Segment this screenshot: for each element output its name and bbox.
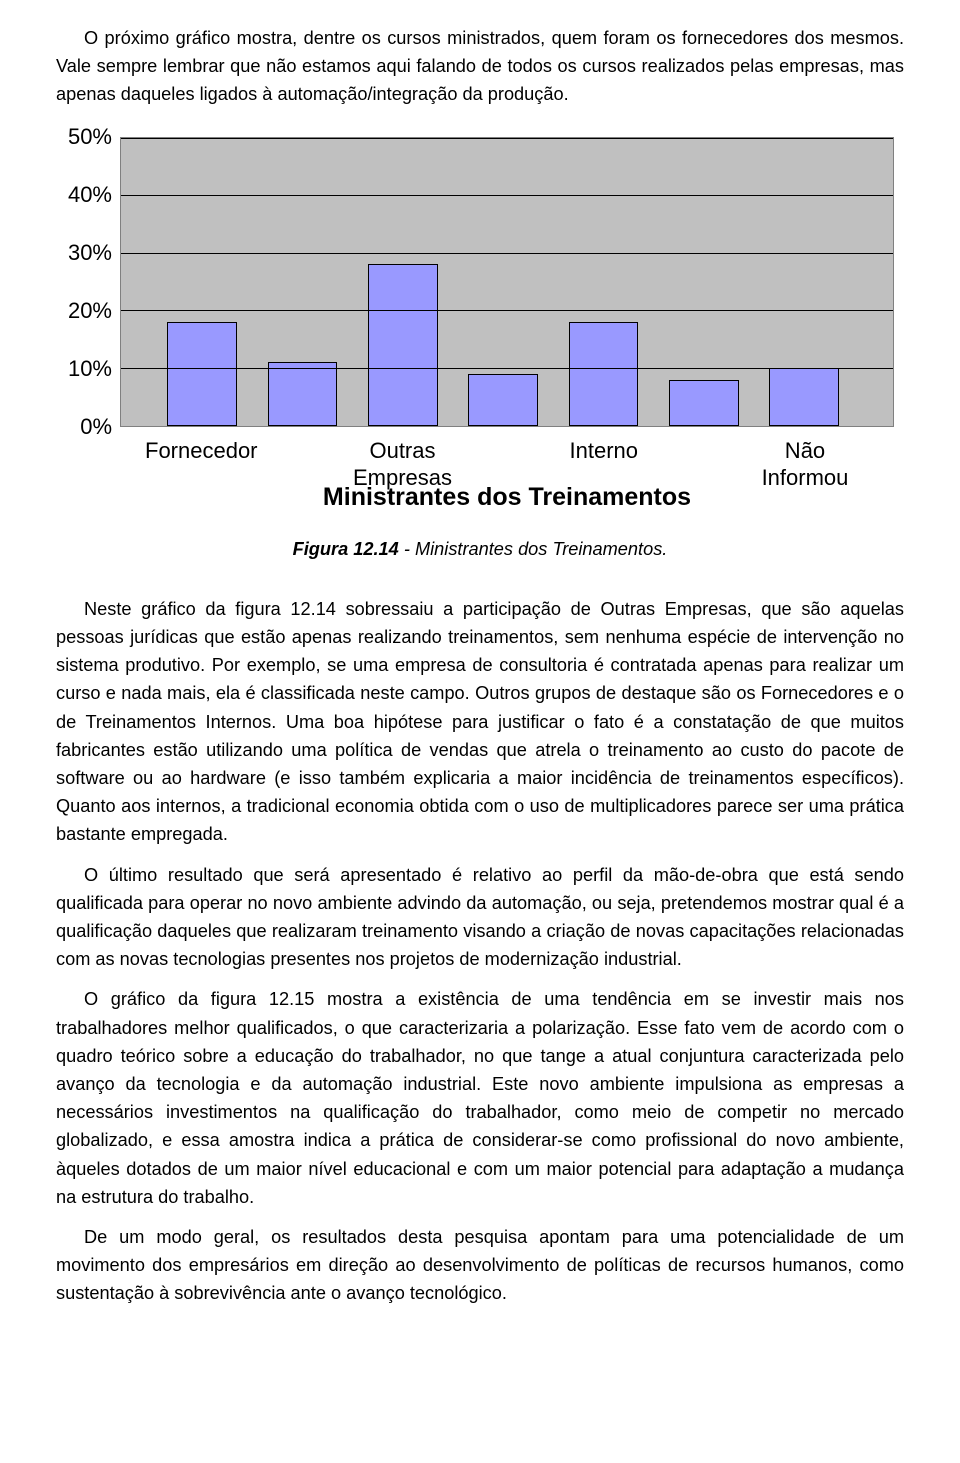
intro-paragraph: O próximo gráfico mostra, dentre os curs… <box>56 24 904 109</box>
gridline <box>121 310 893 311</box>
bar <box>167 322 236 426</box>
y-tick-label: 10% <box>56 352 112 386</box>
gridline <box>121 195 893 196</box>
bar-chart: FornecedorOutras EmpresasInternoNão Info… <box>56 137 904 517</box>
figure-sep: - <box>399 539 415 559</box>
figure-label: Figura 12.14 <box>293 539 399 559</box>
x-tick-label: Fornecedor <box>145 437 258 465</box>
y-tick-label: 40% <box>56 178 112 212</box>
bar <box>669 380 738 426</box>
figure-text: Ministrantes dos Treinamentos. <box>415 539 667 559</box>
document-page: O próximo gráfico mostra, dentre os curs… <box>0 0 960 1360</box>
gridline <box>121 253 893 254</box>
gridline <box>121 368 893 369</box>
bar <box>569 322 638 426</box>
x-tick-label: Interno <box>570 437 639 465</box>
y-tick-label: 50% <box>56 120 112 154</box>
bar <box>468 374 537 426</box>
x-axis-labels: FornecedorOutras EmpresasInternoNão Info… <box>120 437 894 475</box>
plot-area <box>120 137 894 427</box>
y-tick-label: 20% <box>56 294 112 328</box>
bar <box>769 368 838 426</box>
bar <box>368 264 437 425</box>
figure-caption: Figura 12.14 - Ministrantes dos Treiname… <box>56 535 904 563</box>
chart-title: Ministrantes dos Treinamentos <box>120 478 894 517</box>
y-tick-label: 30% <box>56 236 112 270</box>
body-paragraph: O último resultado que será apresentado … <box>56 861 904 974</box>
bar <box>268 362 337 425</box>
chart-container: FornecedorOutras EmpresasInternoNão Info… <box>56 137 904 517</box>
body-paragraph: De um modo geral, os resultados desta pe… <box>56 1223 904 1308</box>
y-tick-label: 0% <box>56 410 112 444</box>
body-paragraph: Neste gráfico da figura 12.14 sobressaiu… <box>56 595 904 849</box>
gridline <box>121 138 893 139</box>
body-paragraph: O gráfico da figura 12.15 mostra a exist… <box>56 985 904 1211</box>
bars-layer <box>121 138 893 426</box>
